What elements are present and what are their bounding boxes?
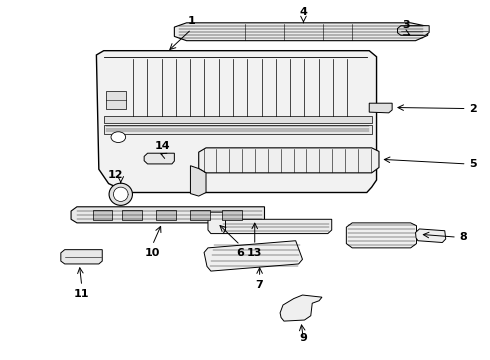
Ellipse shape <box>109 183 132 205</box>
Polygon shape <box>416 229 446 243</box>
Text: 5: 5 <box>469 159 477 169</box>
Text: 14: 14 <box>154 141 170 152</box>
Polygon shape <box>204 241 302 271</box>
Polygon shape <box>104 116 372 123</box>
Text: 7: 7 <box>256 280 264 290</box>
Polygon shape <box>191 166 206 196</box>
Text: 8: 8 <box>460 232 467 242</box>
Bar <box>156 210 176 220</box>
Bar <box>222 210 242 220</box>
Polygon shape <box>104 125 372 134</box>
Text: 10: 10 <box>145 248 160 258</box>
Text: 3: 3 <box>402 20 410 30</box>
Polygon shape <box>346 223 416 248</box>
Polygon shape <box>71 207 265 223</box>
Polygon shape <box>280 295 322 321</box>
Text: 13: 13 <box>247 248 263 258</box>
Polygon shape <box>144 153 174 164</box>
Text: 1: 1 <box>188 17 196 26</box>
Bar <box>191 210 210 220</box>
Polygon shape <box>369 103 392 113</box>
Polygon shape <box>397 26 429 35</box>
Text: 11: 11 <box>74 289 90 299</box>
Polygon shape <box>174 23 428 41</box>
Polygon shape <box>199 148 379 173</box>
Polygon shape <box>219 219 332 234</box>
Polygon shape <box>106 91 125 109</box>
Bar <box>122 210 142 220</box>
Ellipse shape <box>114 187 128 202</box>
Text: 12: 12 <box>108 170 123 180</box>
Bar <box>93 210 113 220</box>
Text: 9: 9 <box>299 333 307 342</box>
Text: 2: 2 <box>469 104 477 113</box>
Polygon shape <box>97 51 376 193</box>
Text: 4: 4 <box>299 8 307 18</box>
Polygon shape <box>61 249 102 264</box>
Polygon shape <box>208 212 225 234</box>
Circle shape <box>111 132 125 143</box>
Text: 6: 6 <box>236 248 244 258</box>
